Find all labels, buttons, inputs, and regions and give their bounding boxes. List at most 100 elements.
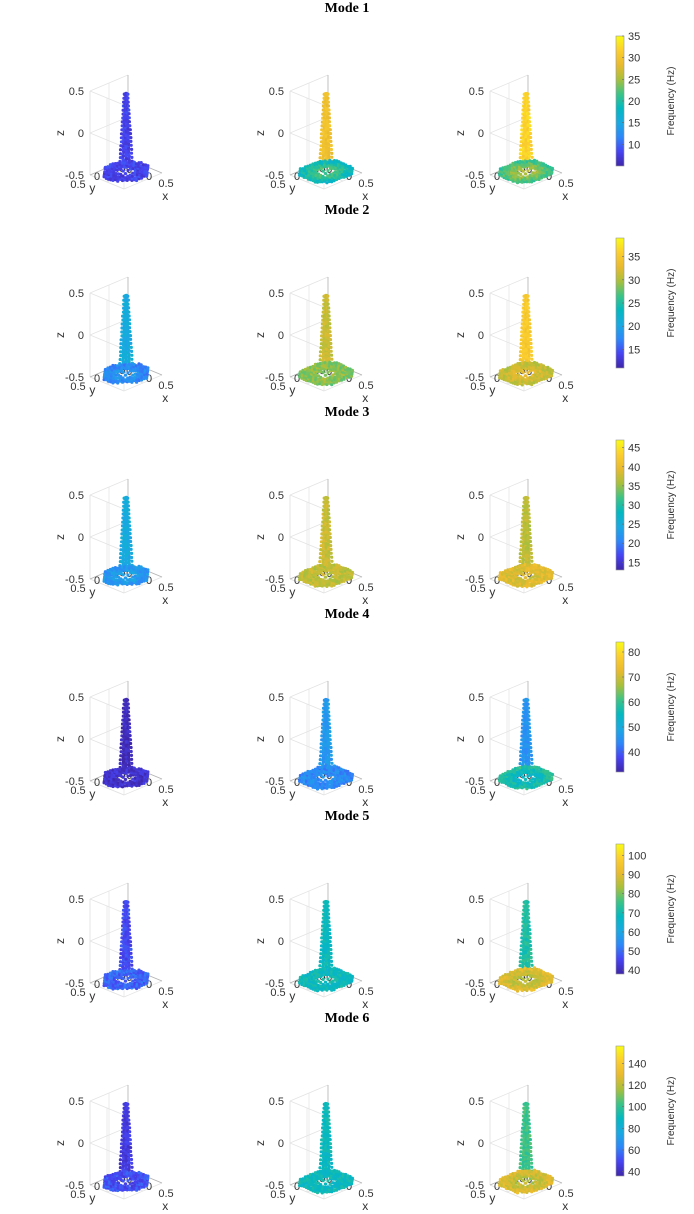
data-point xyxy=(139,767,143,771)
z-tick-label: 0.5 xyxy=(69,288,84,300)
data-point xyxy=(327,112,331,116)
z-tick-label: -0.5 xyxy=(265,170,284,182)
colorbar-tick-label: 35 xyxy=(628,252,640,264)
data-point xyxy=(109,984,113,988)
grid-line xyxy=(489,334,525,350)
data-point xyxy=(337,581,341,585)
colorbar-tick-label: 40 xyxy=(628,747,640,759)
grid-line xyxy=(89,722,129,740)
data-point xyxy=(515,164,519,168)
y-tick-label: 0 xyxy=(494,777,500,789)
data-point xyxy=(103,367,107,372)
x-axis-label: x xyxy=(562,391,568,405)
data-point xyxy=(524,332,528,336)
data-point xyxy=(133,574,137,578)
y-axis-label: y xyxy=(289,181,295,195)
data-point xyxy=(137,582,141,586)
data-point xyxy=(524,747,528,751)
data-point xyxy=(527,558,531,562)
data-point xyxy=(125,178,129,182)
data-point xyxy=(127,120,131,124)
data-point xyxy=(306,769,310,774)
x-tick-label: 0 xyxy=(146,171,152,183)
data-point xyxy=(123,373,128,377)
data-point xyxy=(524,351,528,355)
data-point xyxy=(127,520,131,524)
x-tick-label: 0 xyxy=(146,373,152,385)
data-point xyxy=(121,376,125,380)
data-point xyxy=(127,356,131,360)
data-point xyxy=(327,310,331,314)
x-tick-label: 0.5 xyxy=(158,986,173,998)
data-point xyxy=(333,170,337,174)
data-point xyxy=(126,504,130,508)
data-point xyxy=(526,302,530,306)
y-tick-label: 0.5 xyxy=(270,179,285,191)
data-point xyxy=(124,336,128,340)
y-tick-label: 0.5 xyxy=(470,583,485,595)
data-point xyxy=(519,577,523,581)
data-point xyxy=(326,96,330,100)
data-point xyxy=(530,761,534,765)
data-point xyxy=(142,781,146,785)
data-point xyxy=(124,553,128,557)
y-axis-label: y xyxy=(89,181,95,195)
z-tick-label: 0.5 xyxy=(69,86,84,98)
grid-line xyxy=(89,292,125,308)
data-point xyxy=(127,160,132,164)
data-point xyxy=(306,568,310,572)
data-point xyxy=(121,370,125,374)
data-point xyxy=(350,166,354,170)
data-point xyxy=(528,128,532,132)
data-point xyxy=(519,148,523,152)
data-point xyxy=(128,773,133,778)
data-point xyxy=(319,754,323,758)
data-point xyxy=(126,298,130,302)
data-point xyxy=(528,539,532,544)
data-point xyxy=(521,558,525,562)
x-tick-label: 0.5 xyxy=(558,380,573,392)
data-point xyxy=(345,774,349,778)
grid-line xyxy=(289,578,325,594)
data-point xyxy=(326,294,330,298)
colorbar-tick-label: 80 xyxy=(628,647,640,659)
y-tick-label: 0.5 xyxy=(270,583,285,595)
colorbar-tick-label: 60 xyxy=(628,697,640,709)
grid-line xyxy=(489,680,529,698)
data-point xyxy=(130,559,134,563)
y-tick-label: 0.5 xyxy=(70,179,85,191)
data-point xyxy=(324,153,329,157)
grid-line xyxy=(89,276,129,294)
data-point xyxy=(128,524,132,528)
data-point xyxy=(145,170,149,175)
data-point xyxy=(519,338,523,342)
data-point xyxy=(132,163,136,167)
colorbar-tick-label: 20 xyxy=(628,321,640,333)
data-point xyxy=(524,549,528,553)
data-point xyxy=(514,173,518,177)
data-point xyxy=(500,780,504,784)
data-point xyxy=(331,778,335,782)
data-point xyxy=(121,976,125,981)
data-point xyxy=(121,356,125,360)
grid-line xyxy=(489,376,525,392)
data-point xyxy=(123,777,128,782)
data-point xyxy=(126,139,130,143)
colorbar-tick-label: 25 xyxy=(628,298,640,310)
x-tick-label: 0 xyxy=(346,373,352,385)
data-point xyxy=(528,742,532,746)
data-point xyxy=(128,528,132,532)
data-point xyxy=(329,745,333,750)
data-point xyxy=(328,132,333,136)
grid-line xyxy=(289,276,329,294)
data-point xyxy=(118,357,122,362)
data-point xyxy=(328,528,332,532)
data-point xyxy=(526,340,530,345)
data-point xyxy=(327,318,331,322)
data-point xyxy=(120,565,124,569)
data-point xyxy=(540,170,544,175)
grid-line xyxy=(289,536,325,552)
